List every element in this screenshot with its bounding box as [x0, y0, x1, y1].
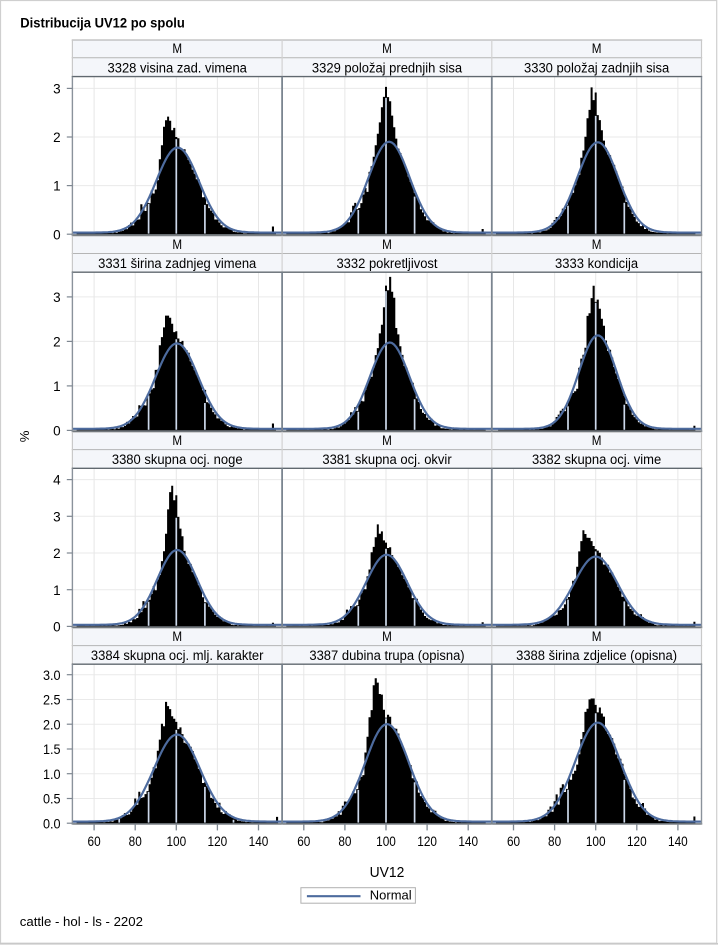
svg-text:M: M: [172, 629, 182, 645]
svg-text:140: 140: [668, 834, 688, 850]
svg-text:3331 širina zadnjeg vimena: 3331 širina zadnjeg vimena: [98, 256, 256, 272]
svg-text:0: 0: [53, 227, 61, 243]
svg-text:140: 140: [249, 834, 269, 850]
svg-text:M: M: [592, 237, 602, 253]
svg-text:M: M: [592, 433, 602, 449]
svg-text:M: M: [592, 629, 602, 645]
svg-text:4: 4: [53, 473, 61, 489]
svg-text:2: 2: [53, 335, 61, 351]
svg-text:1: 1: [53, 379, 61, 395]
svg-text:100: 100: [586, 834, 606, 850]
svg-text:120: 120: [417, 834, 437, 850]
svg-text:M: M: [592, 41, 602, 57]
svg-text:3.0: 3.0: [43, 668, 61, 684]
svg-text:80: 80: [129, 834, 142, 850]
svg-text:2: 2: [53, 130, 61, 146]
svg-text:140: 140: [458, 834, 478, 850]
svg-text:3388 širina zdjelice (opisna): 3388 širina zdjelice (opisna): [516, 648, 677, 664]
svg-text:0.5: 0.5: [43, 792, 61, 808]
svg-text:3: 3: [53, 82, 61, 98]
svg-text:60: 60: [297, 834, 310, 850]
svg-text:80: 80: [338, 834, 351, 850]
svg-text:1: 1: [53, 583, 61, 599]
svg-text:cattle - hol - ls - 2202: cattle - hol - ls - 2202: [20, 914, 143, 929]
svg-text:3329 položaj prednjih sisa: 3329 položaj prednjih sisa: [312, 60, 462, 76]
svg-text:3328 visina zad. vimena: 3328 visina zad. vimena: [108, 60, 247, 76]
svg-text:3333 kondicija: 3333 kondicija: [555, 256, 638, 272]
svg-text:3384 skupna ocj. mlj. karakter: 3384 skupna ocj. mlj. karakter: [91, 648, 264, 664]
svg-text:3: 3: [53, 509, 61, 525]
svg-text:100: 100: [166, 834, 186, 850]
svg-text:Distribucija UV12 po spolu: Distribucija UV12 po spolu: [20, 15, 185, 30]
svg-text:M: M: [382, 433, 392, 449]
svg-text:M: M: [382, 237, 392, 253]
svg-text:0: 0: [53, 424, 61, 440]
svg-text:3381 skupna ocj. okvir: 3381 skupna ocj. okvir: [322, 452, 452, 468]
svg-text:%: %: [17, 430, 32, 442]
svg-text:UV12: UV12: [370, 865, 405, 881]
svg-text:Normal: Normal: [370, 888, 412, 903]
svg-text:2: 2: [53, 546, 61, 562]
svg-text:3382 skupna ocj. vime: 3382 skupna ocj. vime: [532, 452, 661, 468]
svg-text:0: 0: [53, 620, 61, 636]
svg-text:3380 skupna ocj. noge: 3380 skupna ocj. noge: [112, 452, 243, 468]
svg-text:100: 100: [376, 834, 396, 850]
svg-text:120: 120: [627, 834, 647, 850]
svg-text:60: 60: [88, 834, 101, 850]
svg-text:M: M: [172, 41, 182, 57]
svg-text:3330 položaj zadnjih sisa: 3330 položaj zadnjih sisa: [524, 60, 669, 76]
svg-text:1.0: 1.0: [43, 767, 61, 783]
svg-text:3387 dubina trupa (opisna): 3387 dubina trupa (opisna): [309, 648, 464, 664]
svg-text:1: 1: [53, 179, 61, 195]
svg-text:2.0: 2.0: [43, 717, 61, 733]
svg-text:120: 120: [208, 834, 228, 850]
svg-text:3332 pokretljivost: 3332 pokretljivost: [336, 256, 437, 272]
svg-text:M: M: [382, 41, 392, 57]
svg-text:2.5: 2.5: [43, 693, 61, 709]
svg-text:60: 60: [507, 834, 520, 850]
svg-text:M: M: [172, 433, 182, 449]
svg-text:M: M: [172, 237, 182, 253]
svg-text:80: 80: [548, 834, 561, 850]
svg-text:1.5: 1.5: [43, 742, 61, 758]
svg-text:3: 3: [53, 290, 61, 306]
svg-text:0.0: 0.0: [43, 816, 61, 832]
svg-text:M: M: [382, 629, 392, 645]
